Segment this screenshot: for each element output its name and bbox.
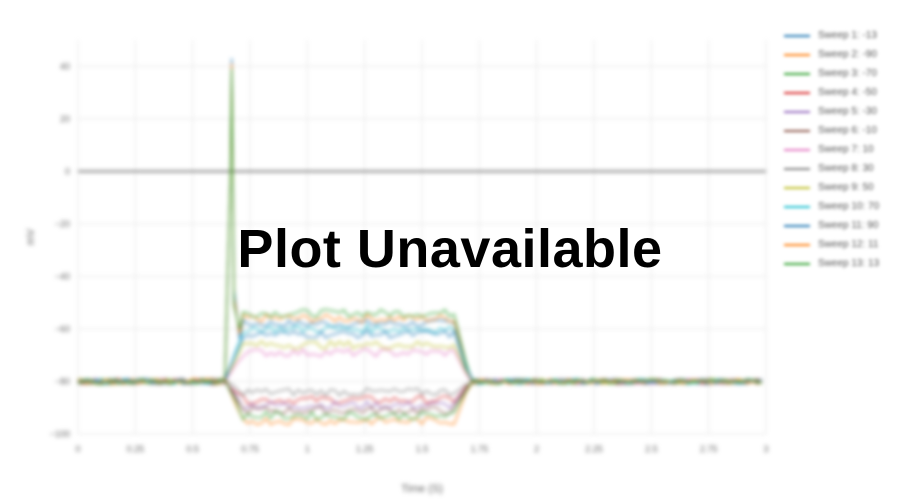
legend-item: Sweep 11: 90 [784,216,879,235]
series-line [77,329,762,386]
legend-swatch [784,148,810,151]
legend-item: Sweep 4: -50 [784,83,879,102]
legend: Sweep 1: -13 Sweep 2: -90 Sweep 3: -70 Swee… [784,26,879,273]
y-tick-label: −80 [55,376,70,386]
y-axis-title: mV [25,228,37,245]
legend-label: Sweep 8: 30 [818,163,874,174]
legend-swatch [784,91,810,94]
legend-item: Sweep 13: 13 [784,254,879,273]
legend-item: Sweep 7: 10 [784,140,879,159]
x-tick-label: 3 [763,444,768,454]
legend-item: Sweep 10: 70 [784,197,879,216]
legend-swatch [784,72,810,75]
x-tick-label: 2.75 [700,444,718,454]
legend-swatch [784,186,810,189]
legend-label: Sweep 7: 10 [818,144,874,155]
legend-item: Sweep 1: -13 [784,26,879,45]
legend-label: Sweep 11: 90 [818,220,879,231]
legend-item: Sweep 9: 50 [784,178,879,197]
legend-item: Sweep 6: -10 [784,121,879,140]
y-tick-label: −100 [50,429,70,439]
x-tick-label: 0.75 [241,444,259,454]
x-tick-label: 0 [75,444,80,454]
legend-swatch [784,205,810,208]
legend-swatch [784,262,810,265]
legend-swatch [784,34,810,37]
y-tick-label: −60 [55,324,70,334]
series-line [77,339,762,386]
x-tick-label: 1.25 [356,444,374,454]
legend-label: Sweep 5: -30 [818,106,877,117]
legend-swatch [784,224,810,227]
legend-label: Sweep 1: -13 [818,30,877,41]
legend-label: Sweep 10: 70 [818,201,880,212]
legend-label: Sweep 6: -10 [818,125,877,136]
legend-item: Sweep 3: -70 [784,64,879,83]
series-line [77,377,762,421]
legend-swatch [784,53,810,56]
y-tick-label: −40 [55,271,70,281]
legend-item: Sweep 5: -30 [784,102,879,121]
series-line [77,323,762,385]
series-line [77,378,762,426]
legend-label: Sweep 13: 13 [818,258,880,269]
x-tick-label: 1.75 [471,444,489,454]
legend-item: Sweep 12: 11 [784,235,879,254]
x-tick-label: 2 [534,444,539,454]
x-tick-label: 2.25 [585,444,603,454]
legend-item: Sweep 2: -90 [784,45,879,64]
y-tick-label: 40 [60,61,70,71]
x-axis-title: Time (S) [401,483,443,495]
y-tick-label: 20 [60,114,70,124]
legend-swatch [784,243,810,246]
legend-swatch [784,167,810,170]
legend-label: Sweep 12: 11 [818,239,879,250]
x-tick-label: 0.25 [127,444,145,454]
legend-swatch [784,110,810,113]
y-tick-label: 0 [65,166,70,176]
y-tick-label: −20 [55,219,70,229]
x-tick-label: 1.5 [416,444,429,454]
legend-label: Sweep 4: -50 [818,87,877,98]
x-tick-label: 1 [305,444,310,454]
legend-label: Sweep 9: 50 [818,182,874,193]
legend-label: Sweep 3: -70 [818,68,877,79]
legend-item: Sweep 8: 30 [784,159,879,178]
legend-swatch [784,129,810,132]
plot-unavailable-message: Plot Unavailable [237,219,663,279]
legend-label: Sweep 2: -90 [818,49,877,60]
x-tick-label: 0.5 [186,444,199,454]
x-tick-label: 2.5 [645,444,658,454]
